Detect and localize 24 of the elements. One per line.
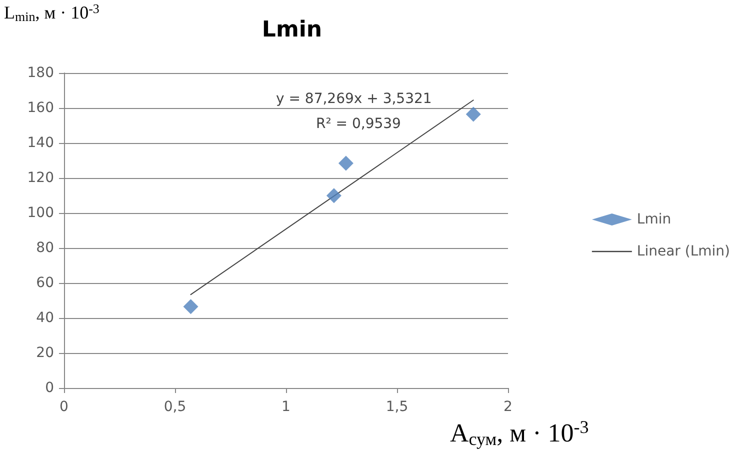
legend-label: Linear (Lmin) [636,244,730,260]
legend-label: Lmin [636,212,672,228]
y-tick-label: 120 [27,170,54,186]
y-tick-label: 140 [27,135,54,151]
x-tick-label: 2 [504,399,512,415]
y-tick-label: 20 [36,345,54,361]
point [326,188,342,204]
y-tick-label: 40 [36,310,54,326]
annotation: y = 87,269x + 3,5321 [276,91,432,107]
y-tick-label: 0 [45,380,54,396]
point [183,299,198,314]
x-tick-label: 0,5 [164,399,186,415]
y-tick-label: 180 [27,65,54,81]
y-tick-label: 80 [36,240,54,256]
x-tick-label: 0 [60,399,68,415]
x-tick-label: 1,5 [386,399,408,415]
x-tick-label: 1 [282,399,290,415]
y-tick-label: 160 [27,100,54,116]
point [466,106,481,122]
y-tick-label: 60 [36,275,54,291]
y-tick-label: 100 [27,205,54,221]
annotation: R² = 0,9539 [316,116,401,132]
chart-title: Lmin [262,18,322,42]
point [338,156,354,171]
